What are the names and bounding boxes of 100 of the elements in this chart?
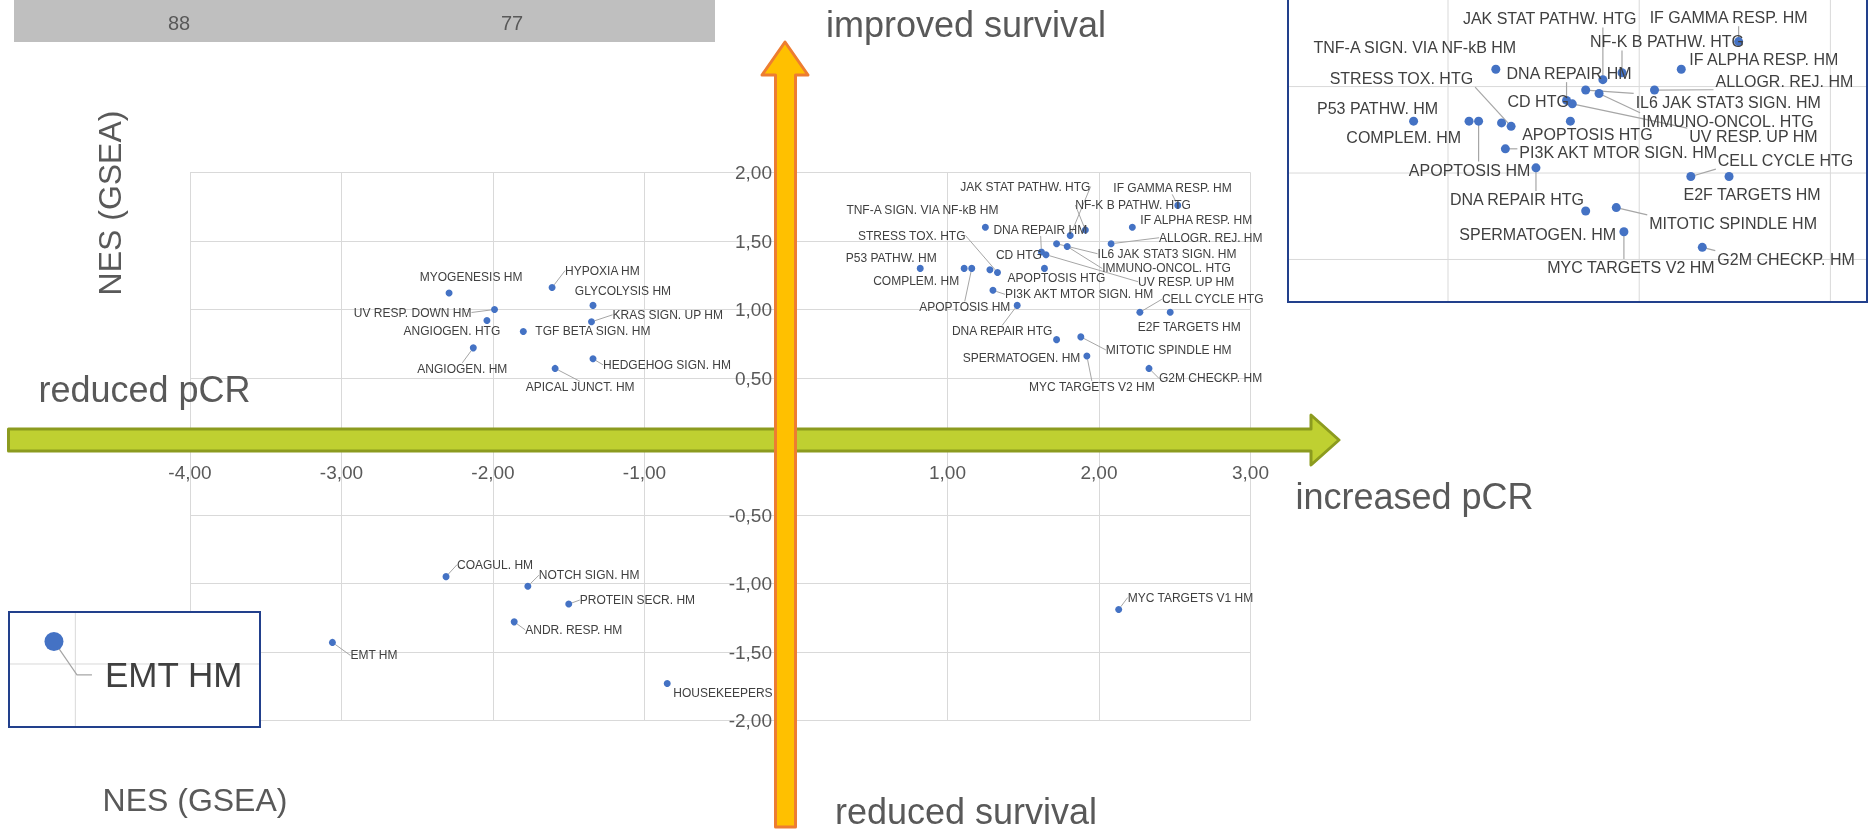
data-label: ALLOGR. REJ. HM [1159,230,1263,245]
y-axis-title: NES (GSEA) [91,110,129,296]
x-tick-label: -3,00 [319,461,364,483]
data-label: KRAS SIGN. UP HM [612,307,723,322]
point [1115,606,1123,614]
point [1040,264,1048,272]
text: SPERMATOGEN. HM [1459,225,1617,243]
data-label: UV RESP. UP HM [1137,274,1235,289]
data-label: CD HTG [995,247,1042,262]
point [442,573,450,581]
point [483,316,491,324]
text: improved survival [825,4,1107,46]
data-label: HEDGEHOG SIGN. HM [602,357,732,372]
point [968,264,976,272]
text: P53 PATHW. HM [1317,99,1439,117]
data-label: CELL CYCLE HTG [1161,292,1264,307]
data-label: E2F TARGETS HM [1137,320,1241,335]
text: reduced survival [834,791,1098,833]
data-label: TGF BETA SIGN. HM [535,324,651,339]
point [1013,301,1021,309]
point [1145,364,1153,372]
x-tick-label: 3,00 [1232,461,1269,483]
point [1136,308,1144,316]
point [960,264,968,272]
point [491,306,499,313]
point [548,284,556,292]
data-label: TNF-A SIGN. VIA NF-kB HM [846,203,999,218]
data-label: HYPOXIA HM [565,263,640,278]
y-tick-label: 1,50 [735,230,772,252]
text: UV RESP. UP HM [1689,128,1818,146]
data-label: MYC TARGETS V1 HM [1127,590,1254,605]
data-label: PI3K AKT MTOR SIGN. HM [1004,287,1154,302]
text: IF ALPHA RESP. HM [1689,50,1839,68]
data-label: EMT HM [350,648,398,663]
point [994,269,1001,277]
text: IMMUNO-ONCOL. HTG [1642,112,1814,130]
x-tick-label: 1,00 [929,461,966,483]
text: EMT HM [104,655,243,695]
point [1107,240,1115,248]
point [1128,223,1136,231]
text: 88 [167,11,191,35]
text: DNA REPAIR HTG [1449,191,1584,209]
point [1053,240,1061,248]
point [1053,336,1061,344]
y-tick-label: -1,00 [728,573,772,594]
text: CD HTG [1507,93,1569,111]
data-label: ANGIOGEN. HM [417,361,508,376]
y-tick-label: 1,00 [735,299,772,320]
text: 77 [500,11,524,35]
point [519,327,527,335]
text: IL6 JAK STAT3 SIGN. HM [1635,93,1821,111]
data-label: COMPLEM. HM [873,274,960,289]
point [989,286,997,294]
point [1063,242,1071,250]
text: JAK STAT PATHW. HTG [1462,10,1637,28]
point [524,582,532,590]
text: IF GAMMA RESP. HM [1649,9,1808,27]
point [981,223,989,231]
text: MITOTIC SPINDLE HM [1649,215,1817,233]
point [1083,352,1091,360]
data-label: MITOTIC SPINDLE HM [1105,342,1232,357]
point [986,266,994,274]
point [469,344,477,352]
text: TNF-A SIGN. VIA NF-kB HM [1313,38,1517,56]
y-tick-label: -1,50 [728,641,772,663]
point [1166,308,1174,316]
point [663,680,671,688]
data-label: COAGUL. HM [457,557,534,572]
text: PI3K AKT MTOR SIGN. HM [1519,144,1718,162]
point [589,301,597,309]
data-label: APOPTOSIS HM [919,300,1011,315]
data-label: UV RESP. DOWN HM [353,305,472,320]
text: COMPLEM. HM [1346,128,1462,146]
point [589,355,597,363]
data-label: MYC TARGETS V2 HM [1029,380,1155,395]
data-label: GLYCOLYSIS HM [574,284,672,299]
data-label: SPERMATOGEN. HM [962,350,1081,365]
point [565,600,573,608]
point [916,264,924,272]
x-tick-label: -4,00 [168,461,212,483]
data-label: PROTEIN SECR. HM [579,593,696,608]
point [587,318,595,326]
text: NF-K B PATHW. HTG [1590,33,1745,51]
data-label: NOTCH SIGN. HM [538,568,640,583]
y-tick-label: 2,00 [735,162,772,183]
point [510,618,518,626]
text: MYC TARGETS V2 HM [1547,259,1715,277]
text: CELL CYCLE HTG [1717,151,1854,169]
text: ALLOGR. REJ. HM [1715,72,1854,90]
data-label: MYOGENESIS HM [419,270,523,285]
point [1077,333,1085,341]
data-label: IF ALPHA RESP. HM [1140,213,1253,228]
text: E2F TARGETS HM [1683,185,1821,203]
text: APOPTOSIS HM [1408,161,1531,179]
point [328,638,336,646]
data-label: P53 PATHW. HM [845,251,937,266]
data-label: G2M CHECKP. HM [1158,371,1263,386]
point [1042,251,1050,259]
data-label: HOUSEKEEPERS [673,685,773,700]
x-tick-label: 2,00 [1080,461,1118,483]
